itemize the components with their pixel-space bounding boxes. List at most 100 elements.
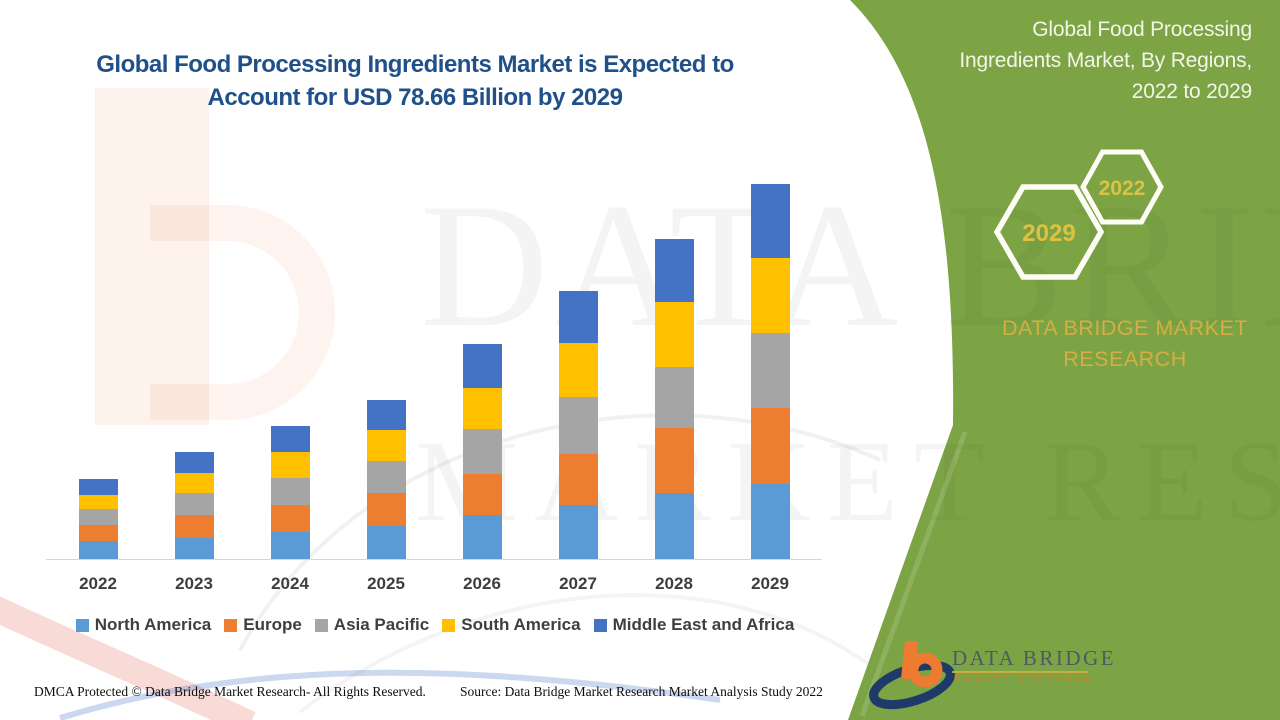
bar-chart [46, 168, 822, 560]
legend-swatch [224, 618, 238, 632]
bar-segment-middle-east-and-africa [558, 291, 598, 344]
bar-2029 [750, 183, 790, 559]
hexagon-2029 [993, 184, 1105, 280]
bar-segment-middle-east-and-africa [366, 400, 406, 430]
blue-arc [59, 669, 721, 720]
brand-line1: DATA BRIDGE MARKET [1002, 316, 1248, 340]
bar-2023 [174, 451, 214, 559]
legend-label: North America [94, 615, 212, 634]
bar-segment-asia-pacific [270, 478, 310, 505]
bar-segment-south-america [270, 451, 310, 479]
salmon-arc [0, 596, 256, 720]
bar-segment-europe [78, 524, 118, 542]
legend-label: South America [461, 615, 581, 634]
x-axis-label-2028: 2028 [655, 574, 693, 593]
hexagon-2029-label: 2029 [1022, 220, 1075, 247]
legend-label: Middle East and Africa [612, 615, 795, 634]
bar-2025 [366, 400, 406, 559]
legend-item-middle-east-and-africa: Middle East and Africa [593, 615, 795, 635]
bar-segment-middle-east-and-africa [78, 478, 118, 495]
bar-segment-asia-pacific [654, 366, 694, 429]
legend-swatch [593, 618, 607, 632]
page-title-line1: Global Food Processing Ingredients Marke… [96, 51, 734, 78]
bar-2022 [78, 478, 118, 559]
x-axis-line [46, 559, 822, 560]
bar-2027 [558, 291, 598, 559]
bar-segment-middle-east-and-africa [462, 344, 502, 389]
bar-2026 [462, 344, 502, 559]
bar-segment-north-america [558, 505, 598, 559]
brand-wordmark: DATA BRIDGE MARKET RESEARCH [965, 313, 1280, 375]
x-axis-label-2029: 2029 [751, 574, 789, 593]
panel-title-line3: 2022 to 2029 [1131, 80, 1252, 103]
bar-segment-north-america [366, 526, 406, 559]
x-axis-labels: 2022 2023 2024 2025 2026 2027 2028 2029 [0, 574, 1280, 596]
bar-segment-south-america [654, 301, 694, 367]
x-axis-label-2027: 2027 [559, 574, 597, 593]
page-title-line2: Account for USD 78.66 Billion by 2029 [207, 84, 623, 111]
logo-subtitle: MARKET RESEARCH [954, 675, 1096, 684]
green-edge-highlight [859, 431, 968, 717]
bar-segment-north-america [174, 538, 214, 559]
bar-segment-south-america [174, 472, 214, 494]
bar-segment-middle-east-and-africa [270, 425, 310, 452]
x-axis-label-2022: 2022 [79, 574, 117, 593]
bar-segment-middle-east-and-africa [654, 238, 694, 302]
hexagon-2022 [1080, 149, 1164, 225]
bar-segment-north-america [654, 493, 694, 559]
bar-segment-north-america [78, 541, 118, 559]
legend-item-north-america: North America [75, 615, 212, 635]
bar-segment-asia-pacific [78, 509, 118, 525]
bar-segment-asia-pacific [750, 332, 790, 409]
bar-segment-asia-pacific [462, 428, 502, 474]
x-axis-label-2026: 2026 [463, 574, 501, 593]
legend-swatch [75, 618, 89, 632]
bar-segment-asia-pacific [558, 396, 598, 454]
logo-b-bowl [907, 652, 943, 688]
bar-segment-south-america [366, 429, 406, 462]
logo-rule [952, 671, 1088, 673]
bar-2028 [654, 238, 694, 559]
gray-arc-2 [298, 593, 902, 714]
panel-title: Global Food Processing Ingredients Marke… [882, 14, 1252, 107]
legend-swatch [442, 618, 456, 632]
dmca-notice: DMCA Protected © Data Bridge Market Rese… [34, 684, 426, 699]
legend-item-europe: Europe [224, 615, 302, 635]
x-axis-label-2024: 2024 [271, 574, 309, 593]
green-panel-shape [848, 0, 1280, 720]
panel-title-line2: Ingredients Market, By Regions, [959, 49, 1252, 72]
bar-segment-europe [366, 492, 406, 527]
bar-segment-asia-pacific [174, 493, 214, 515]
source-note: Source: Data Bridge Market Research Mark… [460, 684, 823, 699]
logo-title: DATA BRIDGE [952, 646, 1117, 670]
bar-segment-south-america [750, 258, 790, 333]
brand-line2: RESEARCH [1063, 347, 1187, 371]
bar-segment-north-america [462, 514, 502, 559]
bar-segment-asia-pacific [366, 461, 406, 493]
legend-item-asia-pacific: Asia Pacific [314, 615, 429, 635]
page-title: Global Food Processing Ingredients Marke… [72, 48, 758, 114]
bar-segment-europe [174, 514, 214, 538]
bar-segment-north-america [270, 531, 310, 559]
hexagon-2022-label: 2022 [1099, 177, 1146, 200]
x-axis-label-2023: 2023 [175, 574, 213, 593]
bar-segment-europe [750, 408, 790, 485]
bar-segment-south-america [462, 388, 502, 429]
bar-segment-europe [462, 473, 502, 515]
legend-item-south-america: South America [442, 615, 581, 635]
bar-segment-europe [558, 453, 598, 506]
chart-legend: North America Europe Asia Pacific South Ame… [40, 615, 830, 635]
bar-segment-south-america [78, 494, 118, 510]
logo-mark [869, 641, 955, 710]
bar-segment-middle-east-and-africa [750, 183, 790, 259]
bar-segment-middle-east-and-africa [174, 451, 214, 473]
bar-segment-north-america [750, 484, 790, 559]
panel-title-line1: Global Food Processing [1032, 18, 1252, 41]
bar-segment-south-america [558, 343, 598, 397]
bar-segment-europe [270, 504, 310, 532]
bar-2024 [270, 425, 310, 559]
